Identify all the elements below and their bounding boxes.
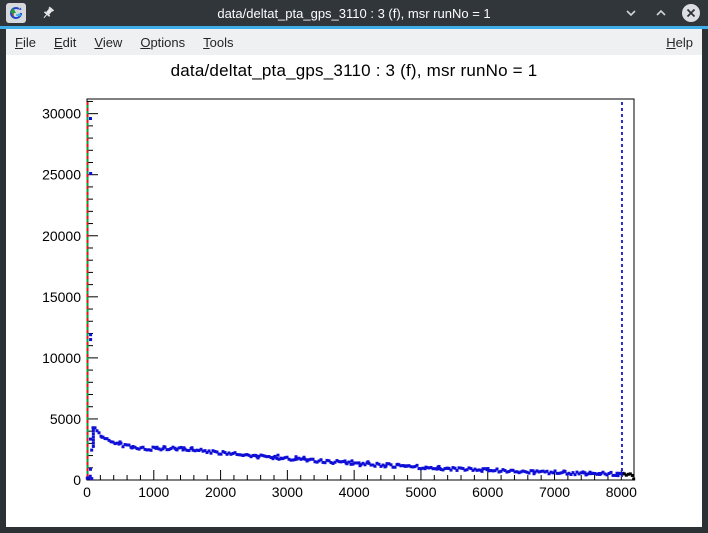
window-title: data/deltat_pta_gps_3110 : 3 (f), msr ru… bbox=[217, 5, 491, 21]
x-tick-label: 8000 bbox=[606, 484, 637, 500]
y-tick-label: 0 bbox=[73, 472, 81, 488]
app-icon[interactable] bbox=[6, 3, 26, 23]
menu-bar: File Edit View Options Tools Help bbox=[6, 29, 702, 55]
x-tick-label: 4000 bbox=[339, 484, 370, 500]
y-tick-label: 25000 bbox=[42, 167, 81, 183]
x-tick-label: 0 bbox=[83, 484, 91, 500]
x-tick-label: 5000 bbox=[405, 484, 436, 500]
plot-frame bbox=[86, 98, 635, 481]
x-tick-label: 3000 bbox=[272, 484, 303, 500]
x-tick-label: 7000 bbox=[539, 484, 570, 500]
chevron-up-icon bbox=[656, 9, 666, 16]
menu-view[interactable]: View bbox=[94, 34, 123, 50]
window-border-bottom bbox=[0, 527, 708, 533]
maximize-button[interactable] bbox=[650, 2, 672, 24]
y-tick-label: 15000 bbox=[42, 289, 81, 305]
y-tick-label: 10000 bbox=[42, 350, 81, 366]
window-border-right bbox=[702, 29, 708, 533]
y-tick-label: 20000 bbox=[42, 228, 81, 244]
histogram-plot[interactable]: 0 1000 2000 3000 4000 5000 6000 7000 8000 0 5000 10… bbox=[6, 55, 702, 527]
menu-help[interactable]: Help bbox=[666, 34, 693, 50]
root-canvas[interactable]: data/deltat_pta_gps_3110 : 3 (f), msr ru… bbox=[6, 55, 702, 527]
y-tick-label: 5000 bbox=[50, 411, 81, 427]
x-tick-label: 6000 bbox=[472, 484, 503, 500]
plot-title: data/deltat_pta_gps_3110 : 3 (f), msr ru… bbox=[170, 61, 538, 80]
y-tick-label: 30000 bbox=[42, 106, 81, 122]
menu-options[interactable]: Options bbox=[140, 34, 186, 50]
pin-icon[interactable] bbox=[40, 5, 56, 21]
menu-file[interactable]: File bbox=[15, 34, 36, 50]
focus-accent-line bbox=[0, 26, 708, 29]
chevron-down-icon bbox=[626, 10, 636, 17]
minimize-button[interactable] bbox=[620, 2, 642, 24]
titlebar[interactable]: data/deltat_pta_gps_3110 : 3 (f), msr ru… bbox=[0, 0, 708, 26]
x-tick-label: 2000 bbox=[205, 484, 236, 500]
window-border-left bbox=[0, 29, 6, 533]
x-tick-label: 1000 bbox=[138, 484, 169, 500]
musrview-logo-icon bbox=[10, 7, 23, 19]
menu-tools[interactable]: Tools bbox=[203, 34, 234, 50]
close-button[interactable] bbox=[680, 2, 702, 24]
menu-edit[interactable]: Edit bbox=[53, 34, 77, 50]
close-icon bbox=[682, 4, 700, 22]
